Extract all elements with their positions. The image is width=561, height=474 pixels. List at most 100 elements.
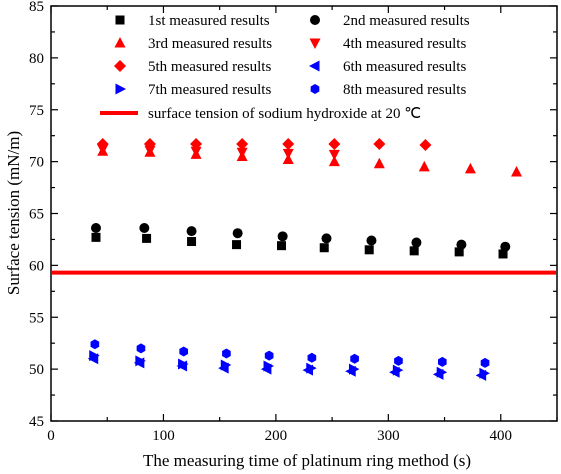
y-tick-label: 45: [29, 414, 44, 430]
legend-marker: [309, 60, 320, 72]
series-5: [96, 137, 432, 152]
data-point: [500, 241, 511, 252]
data-point: [89, 350, 100, 362]
data-point: [277, 231, 288, 242]
legend-marker: [309, 38, 321, 49]
data-point: [456, 239, 467, 250]
data-point: [480, 357, 490, 368]
y-axis-title: Surface tension (mN/m): [4, 131, 23, 295]
data-point: [479, 367, 490, 379]
x-axis-title: The measuring time of platinum ring meth…: [143, 451, 471, 470]
data-point: [328, 149, 340, 161]
data-point: [190, 146, 202, 158]
legend-label: surface tension of sodium hydroxide at 2…: [148, 106, 421, 122]
y-tick-label: 50: [29, 362, 44, 378]
y-tick-label: 55: [29, 310, 44, 326]
data-point: [394, 355, 403, 366]
y-tick-label: 75: [29, 103, 44, 119]
series-6: [87, 353, 487, 381]
legend: 1st measured results 2nd measured results…: [100, 13, 470, 122]
x-tick-label: 300: [377, 428, 400, 444]
data-point: [411, 237, 422, 248]
legend-marker: [310, 15, 320, 25]
x-tick-label: 400: [490, 428, 513, 444]
data-point: [232, 240, 242, 250]
data-point: [90, 223, 101, 234]
axes: 0 100 200 300 400 45 50 55 60 65 70 75 80 85: [29, 0, 558, 444]
y-tick-label: 80: [29, 51, 44, 67]
x-tick-label: 0: [47, 428, 55, 444]
series-8: [90, 339, 490, 368]
legend-label: 7th measured results: [148, 82, 271, 98]
legend-marker: [115, 83, 126, 95]
data-point: [186, 226, 197, 237]
data-point: [348, 363, 360, 375]
plot-frame: [50, 5, 558, 422]
series-3: [97, 145, 523, 177]
data-point: [409, 246, 419, 256]
data-point: [277, 241, 287, 251]
data-point: [143, 137, 156, 150]
series-4: [97, 144, 340, 161]
data-point: [96, 137, 109, 150]
data-point: [328, 137, 341, 150]
data-point: [418, 160, 430, 172]
data-point: [307, 352, 317, 363]
data-point: [282, 137, 295, 150]
data-point: [142, 233, 152, 243]
x-tick-label: 100: [152, 428, 175, 444]
data-point: [236, 137, 249, 150]
y-tick-label: 65: [29, 207, 44, 223]
data-point: [178, 358, 189, 370]
legend-label: 2nd measured results: [343, 13, 470, 29]
data-point: [282, 148, 294, 160]
legend-label: 8th measured results: [343, 82, 466, 98]
data-point: [179, 346, 189, 357]
data-point: [139, 223, 150, 234]
data-point: [236, 147, 248, 159]
data-point: [319, 243, 329, 253]
series-1: [91, 232, 508, 259]
data-point: [135, 355, 146, 367]
y-tick-label: 60: [29, 258, 44, 274]
data-point: [437, 356, 447, 367]
data-point: [373, 137, 386, 150]
data-point: [364, 245, 374, 255]
data-point: [187, 237, 197, 247]
data-point: [263, 360, 275, 372]
data-point: [220, 359, 232, 371]
legend-marker: [310, 84, 320, 94]
data-point: [454, 247, 464, 257]
data-point: [90, 339, 100, 350]
legend-label: 5th measured results: [148, 59, 271, 75]
data-point: [190, 137, 203, 150]
data-point: [392, 364, 404, 376]
legend-label: 6th measured results: [343, 59, 466, 75]
series-2: [90, 223, 511, 252]
series-7: [89, 350, 490, 379]
data-point: [306, 362, 317, 374]
y-tick-label: 85: [29, 0, 44, 15]
data-point: [91, 232, 101, 242]
data-point: [498, 249, 508, 259]
data-point: [222, 348, 231, 359]
legend-label: 1st measured results: [148, 13, 270, 29]
legend-label: 4th measured results: [343, 36, 466, 52]
x-tick-label: 200: [265, 428, 288, 444]
data-point: [511, 166, 523, 177]
data-point: [464, 162, 476, 174]
data-point: [136, 343, 146, 354]
data-point: [419, 139, 432, 152]
y-tick-label: 70: [29, 155, 44, 171]
data-point: [264, 350, 274, 361]
data-point: [321, 233, 332, 244]
data-point: [328, 155, 340, 167]
data-marks: [52, 137, 556, 381]
data-point: [366, 235, 377, 246]
data-point: [232, 228, 243, 239]
legend-marker: [114, 60, 126, 72]
legend-marker: [115, 15, 125, 25]
legend-marker: [114, 37, 126, 48]
legend-label: 3rd measured results: [148, 36, 272, 52]
